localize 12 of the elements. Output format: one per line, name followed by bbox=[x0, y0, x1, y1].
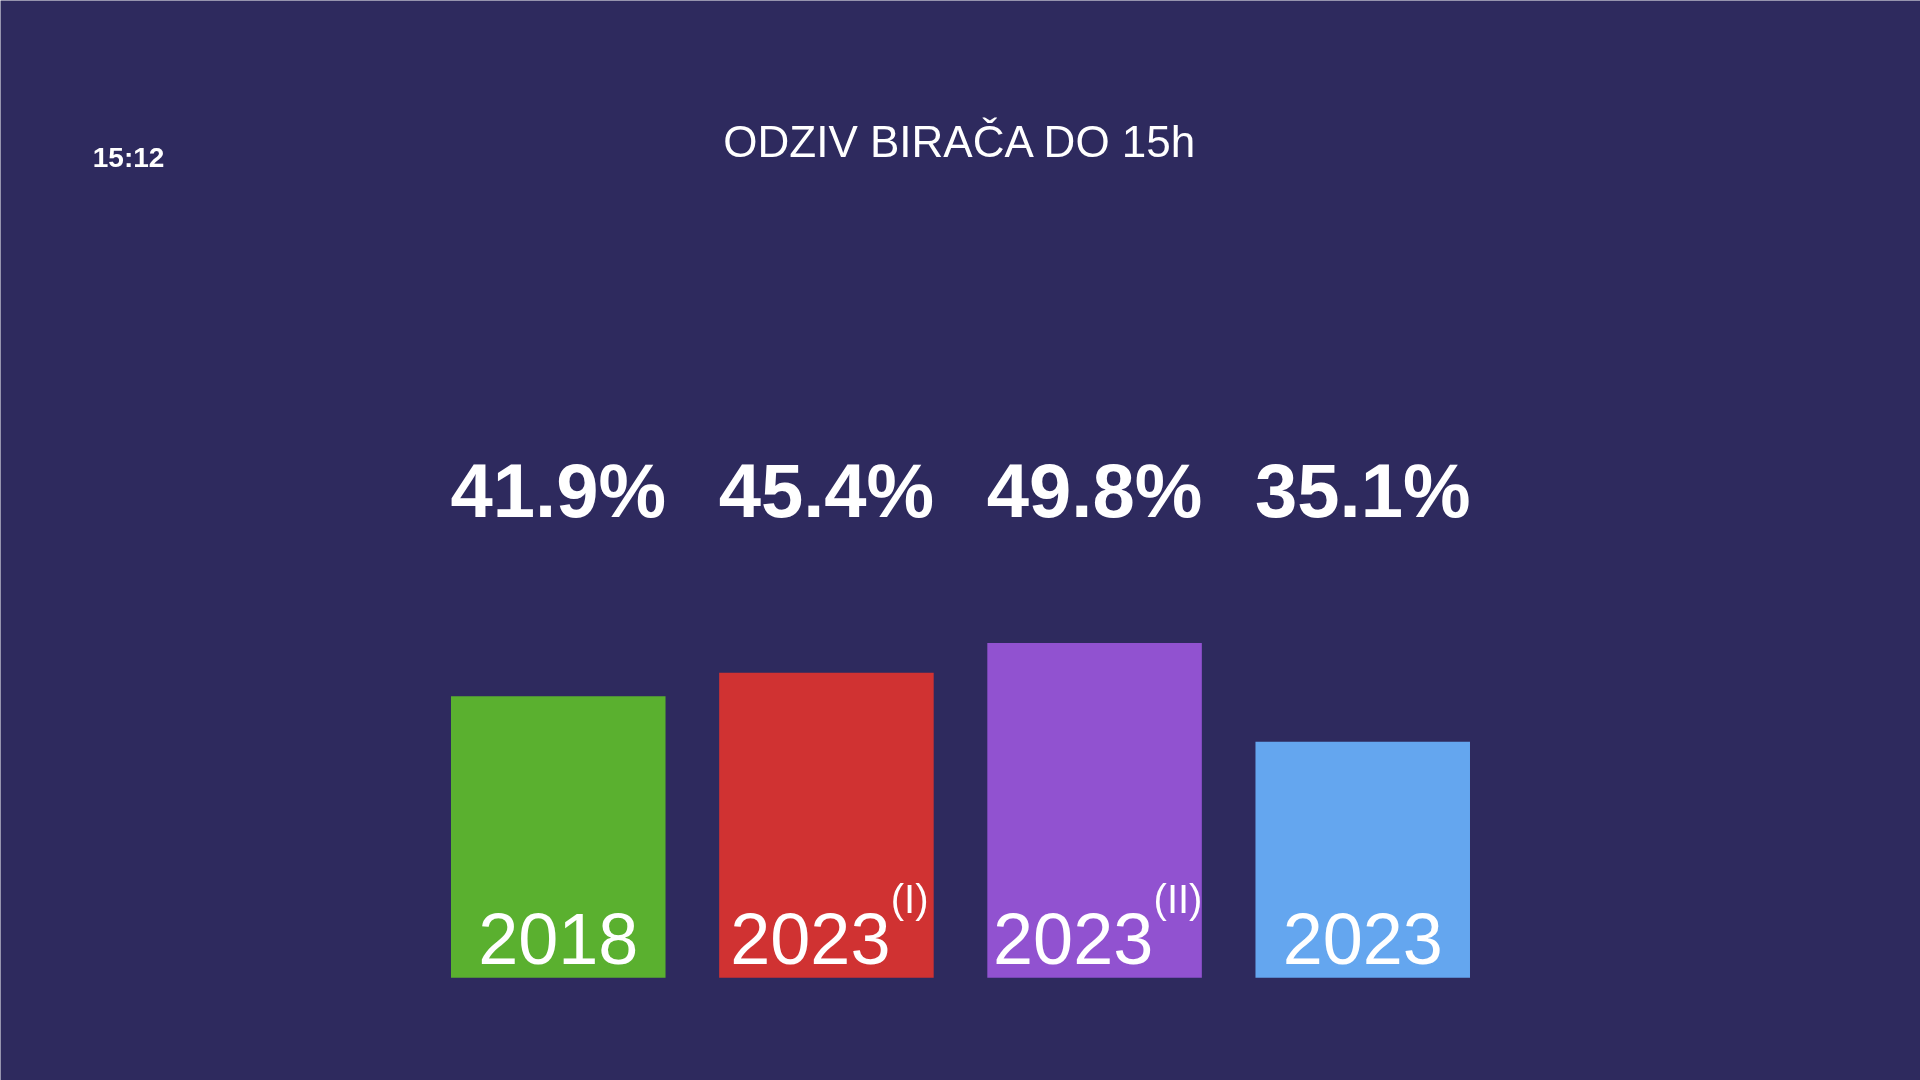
data-label: 41.9% bbox=[450, 447, 667, 533]
data-label: 49.8% bbox=[986, 447, 1203, 533]
bar bbox=[451, 696, 666, 978]
data-label: 45.4% bbox=[718, 447, 935, 533]
chart-title: ODZIV BIRAČA DO 15h bbox=[723, 116, 1196, 166]
data-label: 35.1% bbox=[1254, 447, 1471, 533]
bar bbox=[987, 643, 1202, 978]
bar bbox=[1255, 741, 1470, 978]
text: 15:12 bbox=[92, 142, 165, 174]
x-tick-label: 2023 bbox=[1282, 899, 1443, 980]
x-tick-label: 2018 bbox=[478, 899, 639, 980]
bar bbox=[719, 672, 934, 978]
